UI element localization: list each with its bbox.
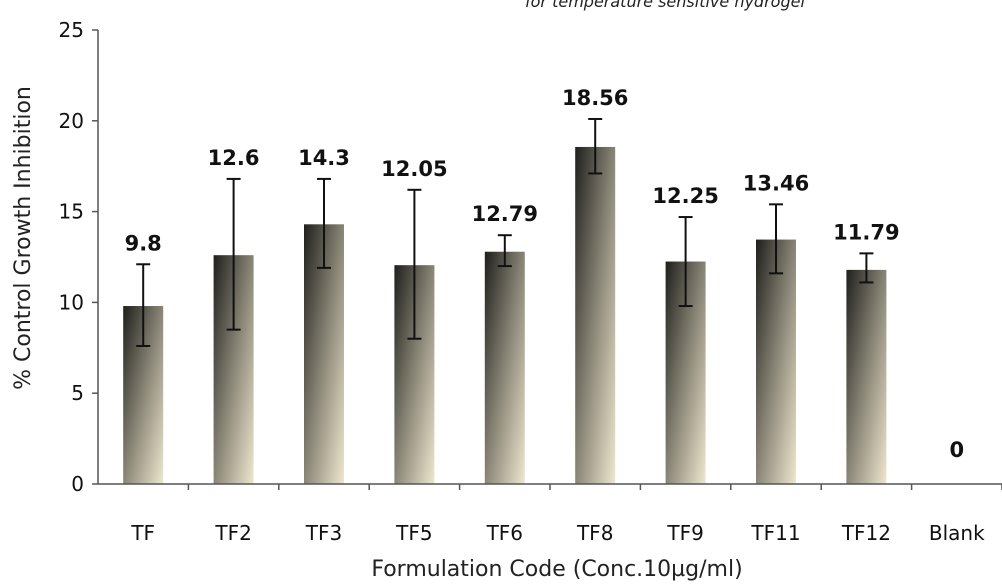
y-axis-title: % Control Growth Inhibition <box>11 86 36 390</box>
data-label-tf: 9.8 <box>125 231 162 255</box>
data-label-tf9: 12.25 <box>652 184 718 208</box>
y-tick-label: 15 <box>59 200 84 224</box>
cut-off-caption: for temperature sensitive hydrogel <box>525 0 805 11</box>
data-labels: 9.8 12.6 14.3 12.05 12.79 18.56 12.25 13.46 11.7… <box>125 86 965 462</box>
data-label-tf12: 11.79 <box>833 220 899 244</box>
data-label-tf2: 12.6 <box>208 146 260 170</box>
x-category-label: TF2 <box>214 521 251 545</box>
x-category-label: Blank <box>929 521 985 545</box>
error-bars <box>136 117 874 347</box>
bar-tf11 <box>756 239 796 484</box>
y-tick-label: 10 <box>59 290 84 314</box>
bar-tf6 <box>484 251 525 484</box>
bar-tf8 <box>575 146 616 485</box>
x-axis-category-labels: TF TF2 TF3 TF5 TF6 TF8 TF9 TF11 TF12 Blank <box>130 484 1002 545</box>
data-label-blank: 0 <box>949 438 964 462</box>
y-tick-label: 25 <box>59 18 84 42</box>
x-category-label: TF8 <box>576 521 613 545</box>
data-label-tf11: 13.46 <box>743 171 809 195</box>
y-tick-label: 5 <box>71 381 84 405</box>
x-category-label: TF3 <box>305 521 342 545</box>
x-axis-title: Formulation Code (Conc.10µg/ml) <box>371 557 742 582</box>
error-bar-tf2 <box>226 177 241 331</box>
data-label-tf5: 12.05 <box>381 157 447 181</box>
error-bar-tf <box>136 263 151 347</box>
error-bar-tf11 <box>769 203 783 275</box>
error-bar-tf6 <box>497 234 512 268</box>
x-category-label: TF6 <box>486 521 523 545</box>
bar-tf12 <box>846 269 887 484</box>
data-label-tf6: 12.79 <box>472 202 538 226</box>
x-category-label: TF <box>130 521 155 545</box>
bars <box>123 146 887 485</box>
error-bar-tf12 <box>859 252 874 284</box>
error-bar-tf9 <box>678 216 693 308</box>
y-tick-label: 20 <box>59 109 84 133</box>
error-bar-tf8 <box>588 117 603 175</box>
error-bar-tf5 <box>407 188 422 340</box>
y-axis-ticks: 0 5 10 15 20 25 <box>59 18 98 496</box>
x-category-label: TF9 <box>666 521 703 545</box>
error-bar-tf3 <box>317 177 331 269</box>
x-category-label: TF5 <box>395 521 432 545</box>
x-category-label: TF11 <box>750 521 800 545</box>
data-label-tf3: 14.3 <box>298 146 350 170</box>
x-category-label: TF12 <box>841 521 891 545</box>
y-tick-label: 0 <box>71 472 84 496</box>
data-label-tf8: 18.56 <box>562 86 628 110</box>
